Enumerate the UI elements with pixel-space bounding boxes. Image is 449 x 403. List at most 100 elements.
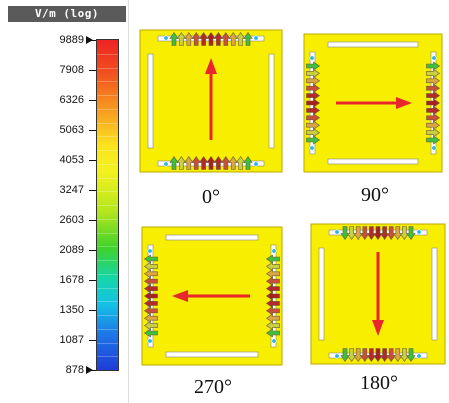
port-dot bbox=[416, 229, 422, 235]
slot bbox=[327, 158, 419, 165]
slot bbox=[165, 351, 259, 358]
legend-tick-label: 3247 bbox=[59, 184, 84, 196]
panel-270 bbox=[138, 223, 286, 369]
main-arrow-head-icon bbox=[396, 97, 412, 109]
port-dot bbox=[334, 353, 340, 359]
legend-tick-label: 2089 bbox=[59, 244, 84, 256]
colorbar-band-line bbox=[97, 342, 118, 344]
field-arrow-icon bbox=[306, 98, 321, 108]
field-arrow-icon bbox=[426, 76, 441, 86]
field-arrow-icon bbox=[340, 348, 350, 363]
field-arrow-icon bbox=[353, 226, 363, 241]
field-arrow-icon bbox=[228, 31, 238, 46]
field-arrow-icon bbox=[347, 226, 357, 241]
colorbar-bands bbox=[97, 40, 118, 370]
field-arrow-icon bbox=[221, 31, 231, 46]
panel-270-field-map bbox=[141, 226, 283, 366]
colorbar-band-line bbox=[97, 328, 118, 330]
field-arrow-icon bbox=[199, 155, 209, 170]
field-arrow-icon bbox=[265, 313, 280, 323]
field-arrow-icon bbox=[236, 31, 246, 46]
main-arrow-head-icon bbox=[205, 58, 217, 74]
legend-tick-mark bbox=[89, 70, 96, 71]
legend-tick: 4053 bbox=[0, 153, 96, 167]
field-arrow-icon bbox=[373, 226, 383, 241]
angle-label-270: 270° bbox=[194, 376, 232, 398]
legend-tick: 878 bbox=[0, 363, 96, 377]
field-arrow-icon bbox=[306, 68, 321, 78]
field-arrow-icon bbox=[426, 135, 441, 145]
panel-0-field-map bbox=[139, 29, 283, 173]
field-arrow-icon bbox=[176, 31, 186, 46]
field-arrow-icon bbox=[306, 128, 321, 138]
field-arrow-icon bbox=[143, 269, 158, 279]
legend-tick-mark bbox=[89, 40, 96, 41]
field-arrow-icon bbox=[406, 226, 416, 241]
field-arrow-icon bbox=[199, 31, 209, 46]
field-arrow-icon bbox=[366, 348, 376, 363]
colorbar-band-line bbox=[97, 81, 118, 83]
field-arrow-icon bbox=[360, 226, 370, 241]
field-arrow-icon bbox=[306, 61, 321, 71]
legend-tick: 1087 bbox=[0, 333, 96, 347]
field-arrow-icon bbox=[360, 348, 370, 363]
legend-tick: 1350 bbox=[0, 303, 96, 317]
legend-tick-label: 6326 bbox=[59, 94, 84, 106]
field-arrow-icon bbox=[176, 155, 186, 170]
panel-90-field-map bbox=[303, 33, 443, 173]
legend-tick-label: 7908 bbox=[59, 64, 84, 76]
field-arrow-icon bbox=[221, 155, 231, 170]
field-arrow-icon bbox=[426, 98, 441, 108]
field-arrow-icon bbox=[265, 291, 280, 301]
field-arrow-icon bbox=[306, 91, 321, 101]
port-dot bbox=[163, 161, 169, 167]
slot bbox=[268, 53, 275, 149]
panel-0 bbox=[136, 26, 286, 176]
angle-label-90: 90° bbox=[361, 184, 389, 206]
angle-label-0: 0° bbox=[202, 186, 220, 208]
field-arrow-icon bbox=[426, 61, 441, 71]
field-arrow-icon bbox=[380, 348, 390, 363]
legend-tick-mark bbox=[89, 160, 96, 161]
legend-tick-label: 1350 bbox=[59, 304, 84, 316]
field-arrow-icon bbox=[143, 261, 158, 271]
legend-tick: 5063 bbox=[0, 123, 96, 137]
field-arrow-icon bbox=[169, 155, 179, 170]
colorbar-band-line bbox=[97, 122, 118, 124]
field-arrow-icon bbox=[426, 113, 441, 123]
field-arrow-icon bbox=[306, 76, 321, 86]
main-arrow-head-icon bbox=[172, 290, 188, 302]
colorbar-band-line bbox=[97, 108, 118, 110]
legend-tick-label: 1678 bbox=[59, 274, 84, 286]
field-arrow-icon bbox=[399, 226, 409, 241]
field-arrow-icon bbox=[426, 68, 441, 78]
port-dot bbox=[253, 35, 259, 41]
legend-tick: 7908 bbox=[0, 63, 96, 77]
legend-tick-mark bbox=[89, 220, 96, 221]
slot bbox=[431, 247, 438, 341]
field-arrow-icon bbox=[228, 155, 238, 170]
field-arrow-icon bbox=[265, 321, 280, 331]
field-arrow-icon bbox=[265, 284, 280, 294]
field-arrow-icon bbox=[265, 328, 280, 338]
field-arrow-icon bbox=[143, 321, 158, 331]
field-arrow-icon bbox=[347, 348, 357, 363]
field-arrow-icon bbox=[426, 128, 441, 138]
field-arrow-icon bbox=[236, 155, 246, 170]
colorbar-band-line bbox=[97, 191, 118, 193]
field-arrow-icon bbox=[143, 313, 158, 323]
legend-tick: 1678 bbox=[0, 273, 96, 287]
colorbar-band-line bbox=[97, 232, 118, 234]
legend-tick-mark bbox=[89, 280, 96, 281]
field-arrow-icon bbox=[386, 348, 396, 363]
legend-tick-mark bbox=[89, 250, 96, 251]
colorbar-band-line bbox=[97, 315, 118, 316]
legend-tick-mark bbox=[89, 310, 96, 311]
field-arrow-icon bbox=[206, 31, 216, 46]
colorbar-band-line bbox=[97, 273, 118, 275]
field-arrow-icon bbox=[366, 226, 376, 241]
field-arrow-icon bbox=[143, 284, 158, 294]
field-arrow-icon bbox=[306, 105, 321, 115]
port-dot bbox=[431, 145, 437, 151]
angle-label-180: 180° bbox=[360, 372, 398, 394]
